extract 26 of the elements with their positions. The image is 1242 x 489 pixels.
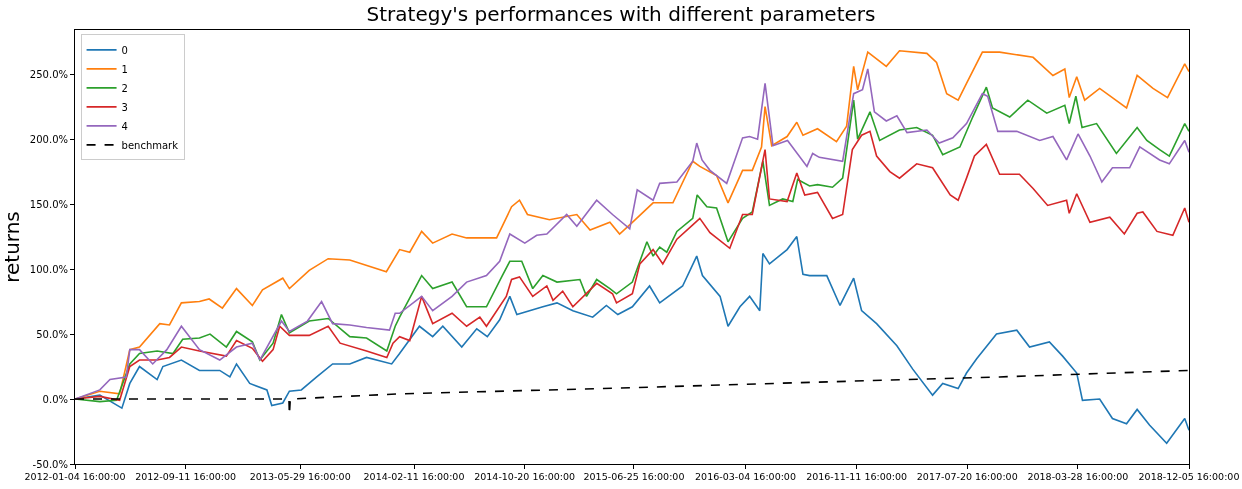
legend-label: 4 [121,120,128,132]
x-tick-label: 2015-06-25 16:00:00 [583,471,685,483]
x-tick-label: 2018-03-28 16:00:00 [1027,471,1129,483]
x-tick-label: 2016-03-04 16:00:00 [695,471,796,483]
y-tick-label: 100.0% [29,263,68,275]
legend-label: 3 [121,101,128,113]
y-tick-label: 50.0% [36,328,68,340]
y-tick-label: 150.0% [29,198,68,210]
x-tick-label: 2013-05-29 16:00:00 [249,471,351,483]
y-axis-title: returns [0,211,24,283]
y-tick-label: 250.0% [29,68,68,80]
x-tick-label: 2012-01-04 16:00:00 [24,471,126,483]
y-tick-label: -50.0% [32,458,68,470]
legend-label: 0 [121,44,128,56]
x-tick-label: 2012-09-11 16:00:00 [135,471,237,483]
legend-label: 2 [121,82,128,94]
x-tick-label: 2018-12-05 16:00:00 [1138,471,1240,483]
x-tick-label: 2017-07-20 16:00:00 [916,471,1018,483]
x-tick-label: 2014-10-20 16:00:00 [474,471,576,483]
y-tick-label: 0.0% [42,393,68,405]
x-tick-label: 2014-02-11 16:00:00 [363,471,465,483]
y-tick-label: 200.0% [29,133,68,145]
chart-title: Strategy's performances with different parameters [366,2,876,27]
x-tick-label: 2016-11-11 16:00:00 [806,471,908,483]
legend-label: 1 [121,63,128,75]
legend-label: benchmark [121,139,179,151]
